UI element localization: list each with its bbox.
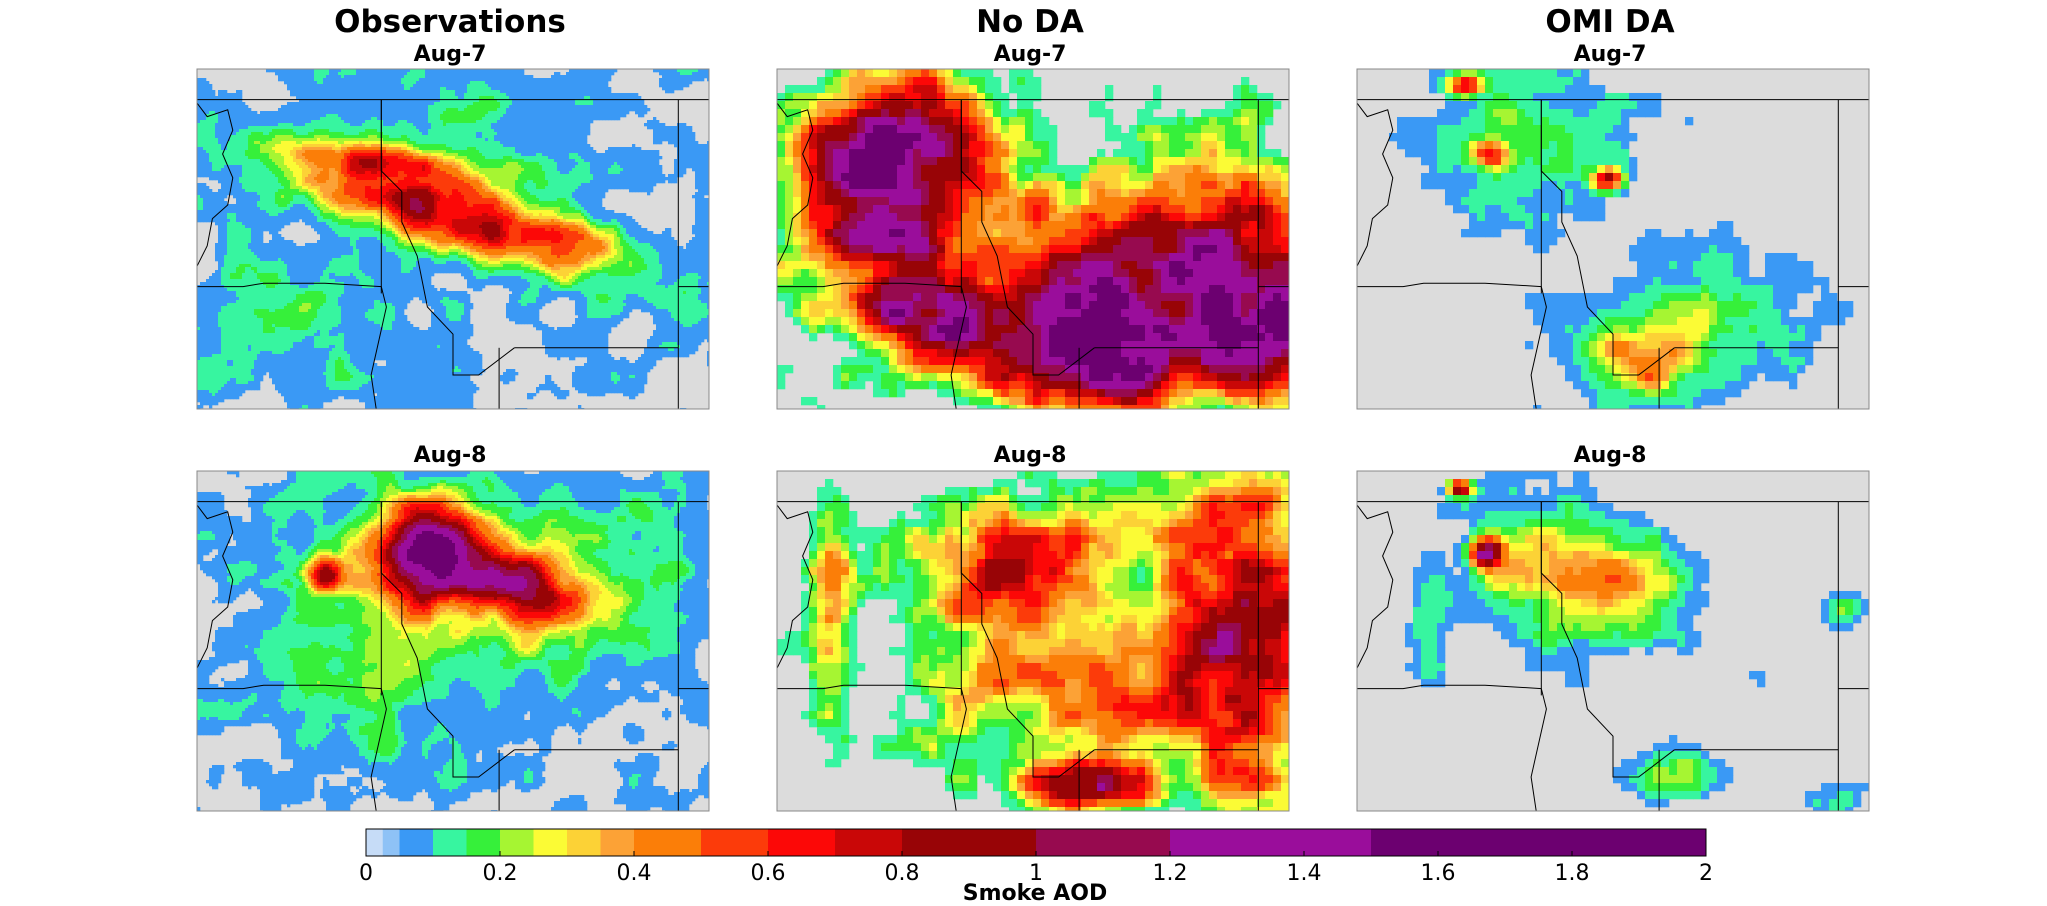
state-borders bbox=[197, 99, 709, 409]
colorbar-segment bbox=[533, 829, 568, 856]
state-borders bbox=[777, 501, 1289, 811]
colorbar-segment bbox=[768, 829, 836, 856]
aod-field bbox=[777, 69, 1289, 409]
state-borders bbox=[1357, 501, 1869, 811]
colorbar-tick-label: 1.6 bbox=[1408, 861, 1468, 886]
colorbar-segment bbox=[382, 829, 400, 856]
state-borders bbox=[1357, 99, 1869, 409]
colorbar-segment bbox=[466, 829, 501, 856]
map-frame bbox=[196, 470, 710, 812]
colorbar-segment bbox=[500, 829, 534, 856]
colorbar-tick-label: 0.6 bbox=[738, 861, 798, 886]
aod-field bbox=[1389, 69, 1854, 409]
colorbar-segment bbox=[567, 829, 601, 856]
colorbar-tick-label: 1.8 bbox=[1542, 861, 1602, 886]
colorbar-tick-label: 1.4 bbox=[1274, 861, 1334, 886]
colorbar-tick-label: 0.4 bbox=[604, 861, 664, 886]
state-borders bbox=[777, 99, 1289, 409]
colorbar-segment bbox=[399, 829, 434, 856]
colorbar-segment bbox=[634, 829, 702, 856]
panel-title-obs-aug8: Aug-8 bbox=[195, 443, 705, 468]
colorbar-tick-label: 0 bbox=[336, 861, 396, 886]
colorbar-tick-label: 0.2 bbox=[470, 861, 530, 886]
panel-title-noda-aug7: Aug-7 bbox=[775, 42, 1285, 67]
map-panel-obs-aug7 bbox=[196, 68, 710, 410]
map-frame bbox=[776, 68, 1290, 410]
colorbar-label: Smoke AOD bbox=[835, 881, 1235, 906]
aod-field bbox=[197, 69, 709, 409]
colorbar-segment bbox=[701, 829, 769, 856]
column-title-no-da: No DA bbox=[770, 4, 1290, 40]
map-frame bbox=[1356, 68, 1870, 410]
panel-title-obs-aug7: Aug-7 bbox=[195, 42, 705, 67]
aod-field bbox=[197, 471, 709, 811]
colorbar-tick-label: 1.2 bbox=[1140, 861, 1200, 886]
aod-field bbox=[777, 471, 1289, 811]
panel-title-omida-aug7: Aug-7 bbox=[1355, 42, 1865, 67]
state-borders bbox=[197, 501, 709, 811]
colorbar-tick-label: 0.8 bbox=[872, 861, 932, 886]
map-panel-omida-aug8 bbox=[1356, 470, 1870, 812]
colorbar-segment bbox=[600, 829, 635, 856]
colorbar-segment bbox=[433, 829, 467, 856]
colorbar-segment bbox=[835, 829, 903, 856]
colorbar-segment bbox=[1170, 829, 1372, 856]
map-panel-noda-aug7 bbox=[776, 68, 1290, 410]
map-panel-omida-aug7 bbox=[1356, 68, 1870, 410]
colorbar-tick-label: 2 bbox=[1676, 861, 1736, 886]
map-panel-noda-aug8 bbox=[776, 470, 1290, 812]
colorbar-tick-label: 1 bbox=[1006, 861, 1066, 886]
map-frame bbox=[196, 68, 710, 410]
column-title-omi-da: OMI DA bbox=[1350, 4, 1870, 40]
colorbar-segment bbox=[366, 829, 384, 856]
map-frame bbox=[1356, 470, 1870, 812]
colorbar-segment bbox=[902, 829, 1037, 856]
column-title-observations: Observations bbox=[190, 4, 710, 40]
colorbar-segment bbox=[1371, 829, 1707, 856]
colorbar-segment bbox=[1036, 829, 1171, 856]
map-frame bbox=[776, 470, 1290, 812]
panel-title-noda-aug8: Aug-8 bbox=[775, 443, 1285, 468]
aod-field bbox=[1405, 471, 1869, 811]
colorbar bbox=[365, 828, 1707, 857]
panel-title-omida-aug8: Aug-8 bbox=[1355, 443, 1865, 468]
map-panel-obs-aug8 bbox=[196, 470, 710, 812]
